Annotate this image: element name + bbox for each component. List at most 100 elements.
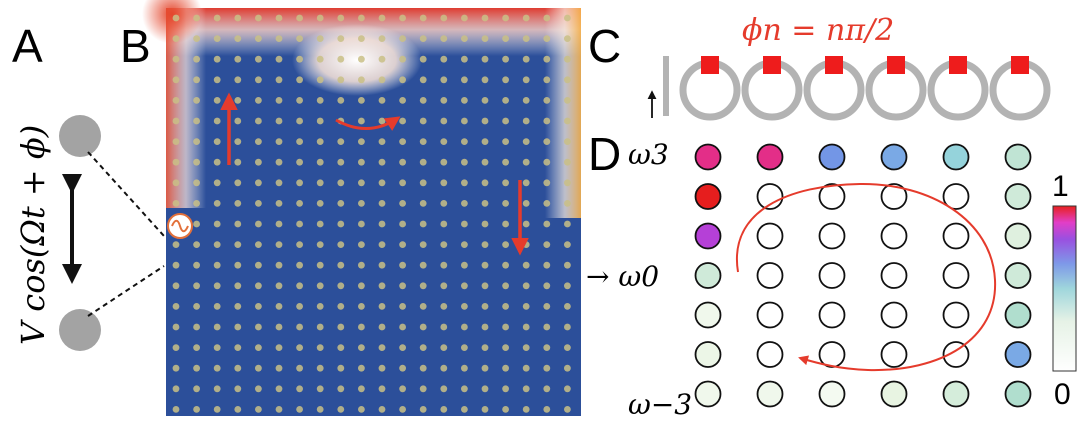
lattice-site: [234, 138, 242, 146]
lattice-site: [502, 97, 509, 104]
lattice-site: [522, 364, 530, 372]
lattice-site: [316, 97, 324, 104]
lattice-site: [522, 55, 530, 63]
lattice-site: [296, 344, 303, 351]
frequency-site: [756, 222, 784, 250]
lattice-site: [399, 406, 406, 413]
lattice-site: [502, 76, 509, 84]
lattice-site: [358, 323, 365, 331]
lattice-site: [543, 179, 551, 187]
lattice-site: [172, 14, 180, 22]
panel-d: D ω3 → ω0 ω−3 1 0: [586, 128, 1077, 421]
lattice-site: [399, 179, 406, 187]
frequency-site: [880, 143, 908, 171]
lattice-site: [419, 200, 427, 207]
colorbar-min-label: 0: [1054, 378, 1071, 411]
lattice-site: [419, 55, 427, 63]
panel-c: C ϕn = nπ/2: [588, 13, 1051, 121]
frequency-site: [818, 380, 846, 408]
lattice-site: [316, 364, 324, 372]
lattice-site: [543, 158, 551, 166]
lattice-site: [419, 35, 427, 42]
frequency-site: [694, 262, 722, 289]
lattice-site: [213, 138, 221, 146]
lattice-site: [419, 385, 427, 393]
lattice-site: [255, 35, 262, 42]
lattice-site: [564, 220, 571, 228]
lattice-site: [543, 261, 551, 269]
lattice-site: [522, 117, 530, 125]
lattice-site: [296, 179, 303, 187]
lattice-site: [172, 303, 180, 310]
lattice-site: [564, 406, 571, 413]
lattice-site: [419, 158, 427, 166]
lattice-site: [316, 323, 324, 331]
lattice-site: [481, 117, 489, 125]
lattice-site: [316, 344, 324, 351]
lattice-site: [378, 200, 386, 207]
lattice-site: [255, 158, 262, 166]
lattice-site: [234, 220, 242, 228]
lattice-site: [440, 303, 448, 310]
lattice-site: [481, 138, 489, 146]
lattice-site: [193, 76, 201, 84]
lattice-site: [358, 35, 365, 42]
lattice-site: [255, 261, 262, 269]
lattice-site: [522, 76, 530, 84]
lattice-site: [316, 220, 324, 228]
lattice-site: [378, 76, 386, 84]
colorbar: [1052, 205, 1077, 372]
lattice-site: [255, 200, 262, 207]
lattice-site: [399, 241, 406, 249]
lattice-site: [481, 344, 489, 351]
lattice-site: [399, 303, 406, 310]
frequency-site: [756, 301, 784, 329]
lattice-site: [213, 406, 221, 413]
lattice-site: [193, 55, 201, 63]
lattice-site: [440, 179, 448, 187]
lattice-site: [440, 76, 448, 84]
lattice-site: [502, 282, 509, 290]
lattice-site: [316, 179, 324, 187]
lattice-site: [378, 344, 386, 351]
frequency-site: [694, 301, 722, 329]
lattice-site: [275, 261, 283, 269]
lattice-site: [296, 261, 303, 269]
lattice-site: [337, 179, 345, 187]
row-label-omega0: → ω0: [586, 260, 659, 293]
ring-resonators: [679, 56, 1051, 121]
lattice-site: [275, 282, 283, 290]
lattice-site: [337, 200, 345, 207]
lattice-site: [358, 282, 365, 290]
lattice-site: [378, 241, 386, 249]
lattice-site: [502, 14, 509, 22]
lattice-site: [172, 179, 180, 187]
lattice-site: [358, 241, 365, 249]
lattice-site: [481, 406, 489, 413]
frequency-site: [818, 262, 846, 289]
lattice-site: [172, 364, 180, 372]
lattice-site: [358, 158, 365, 166]
lattice-site: [440, 344, 448, 351]
lattice-site: [440, 35, 448, 42]
lattice-site: [543, 117, 551, 125]
lattice-site: [172, 261, 180, 269]
lattice-site: [461, 97, 468, 104]
lattice-site: [172, 406, 180, 413]
lattice-site: [234, 303, 242, 310]
lattice-site: [378, 364, 386, 372]
lattice-site: [337, 220, 345, 228]
lattice-site: [502, 406, 509, 413]
lattice-site: [564, 76, 571, 84]
lattice-site: [296, 97, 303, 104]
frequency-site: [756, 380, 784, 408]
panel-b-label: B: [120, 20, 151, 72]
lattice-site: [275, 97, 283, 104]
lattice-site: [399, 220, 406, 228]
lattice-site: [275, 35, 283, 42]
lattice-site: [172, 117, 180, 125]
lattice-site: [193, 158, 201, 166]
lattice-site: [172, 76, 180, 84]
lattice-site: [378, 220, 386, 228]
lattice-site: [564, 323, 571, 331]
